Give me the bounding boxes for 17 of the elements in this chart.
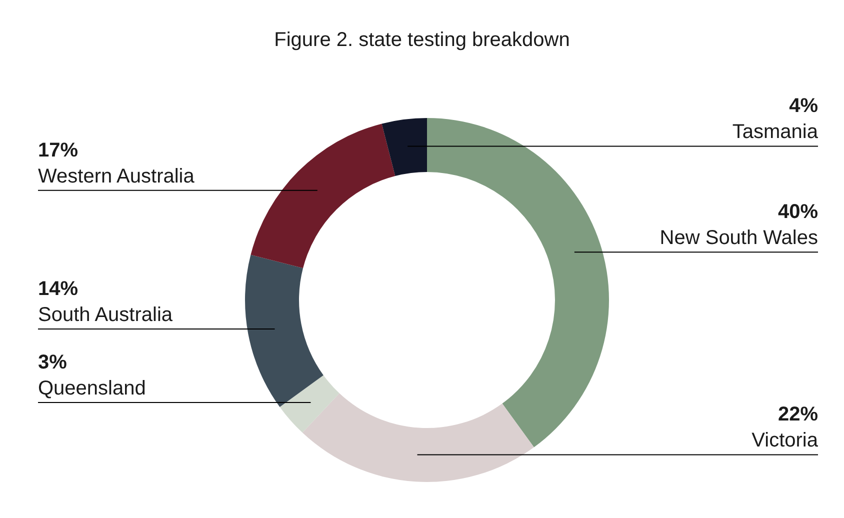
chart-title: Figure 2. state testing breakdown (274, 29, 570, 51)
slice-label: Tasmania (732, 121, 819, 144)
donut-slice (427, 118, 609, 448)
donut-slice (382, 118, 427, 176)
data-label: 3% (38, 352, 68, 374)
data-label: 4% (789, 95, 818, 118)
slice-label: South Australia (38, 304, 174, 326)
data-label: 17% (38, 139, 78, 162)
donut-slice (245, 254, 324, 407)
donut-slice (250, 124, 396, 268)
slice-label: New South Wales (660, 227, 818, 250)
slice-label: Western Australia (38, 165, 196, 188)
data-label: 14% (38, 278, 78, 300)
slice-label: Victoria (752, 430, 819, 452)
data-label: 40% (778, 201, 818, 224)
data-label: 22% (778, 404, 818, 426)
slice-label: Queensland (38, 378, 146, 400)
